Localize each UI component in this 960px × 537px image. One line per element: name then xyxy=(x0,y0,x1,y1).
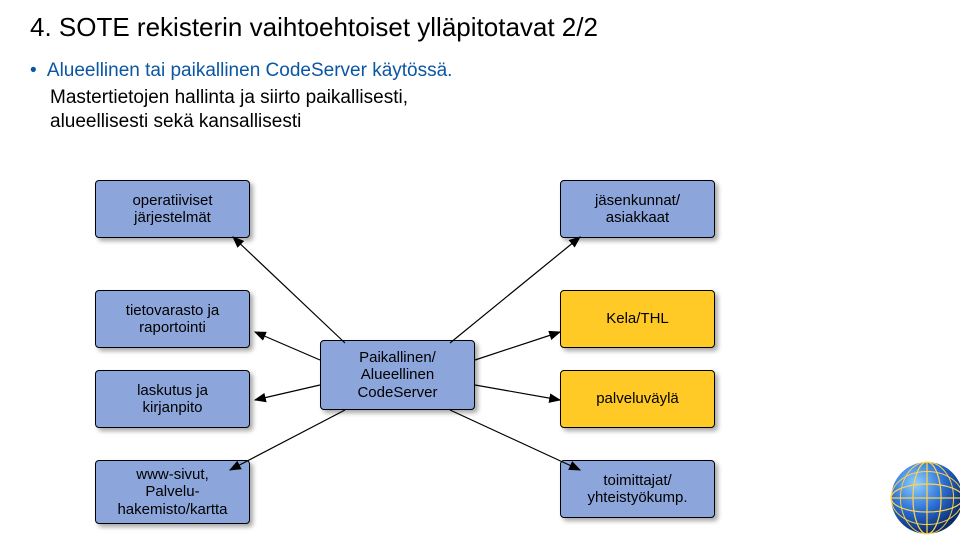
arrow-codeserver-to-kela xyxy=(475,332,560,360)
box-tietovarasto-raportointi: tietovarasto jaraportointi xyxy=(95,290,250,348)
box-jasenkunnat-asiakkaat: jäsenkunnat/asiakkaat xyxy=(560,180,715,238)
arrow-codeserver-to-tietovarasto xyxy=(255,332,320,360)
box-palveluvayla: palveluväylä xyxy=(560,370,715,428)
box-laskutus-kirjanpito: laskutus jakirjanpito xyxy=(95,370,250,428)
bullet-line: • Alueellinen tai paikallinen CodeServer… xyxy=(30,60,452,82)
subtext: Mastertietojen hallinta ja siirto paikal… xyxy=(50,86,408,134)
box-toimittajat-yhteistyokump: toimittajat/yhteistyökump. xyxy=(560,460,715,518)
arrow-codeserver-to-laskutus xyxy=(255,385,320,400)
arrow-codeserver-to-palveluvayla xyxy=(475,385,560,400)
box-codeserver: Paikallinen/AlueellinenCodeServer xyxy=(320,340,475,410)
bullet-text: Alueellinen tai paikallinen CodeServer k… xyxy=(47,60,453,81)
page-title: 4. SOTE rekisterin vaihtoehtoiset ylläpi… xyxy=(30,12,598,43)
box-operatiiviset-jarjestelmat: operatiivisetjärjestelmät xyxy=(95,180,250,238)
globe-icon xyxy=(888,459,960,537)
box-kela-thl: Kela/THL xyxy=(560,290,715,348)
box-www-sivut-palveluhakemisto: www-sivut,Palvelu-hakemisto/kartta xyxy=(95,460,250,524)
bullet-dot: • xyxy=(30,60,37,81)
